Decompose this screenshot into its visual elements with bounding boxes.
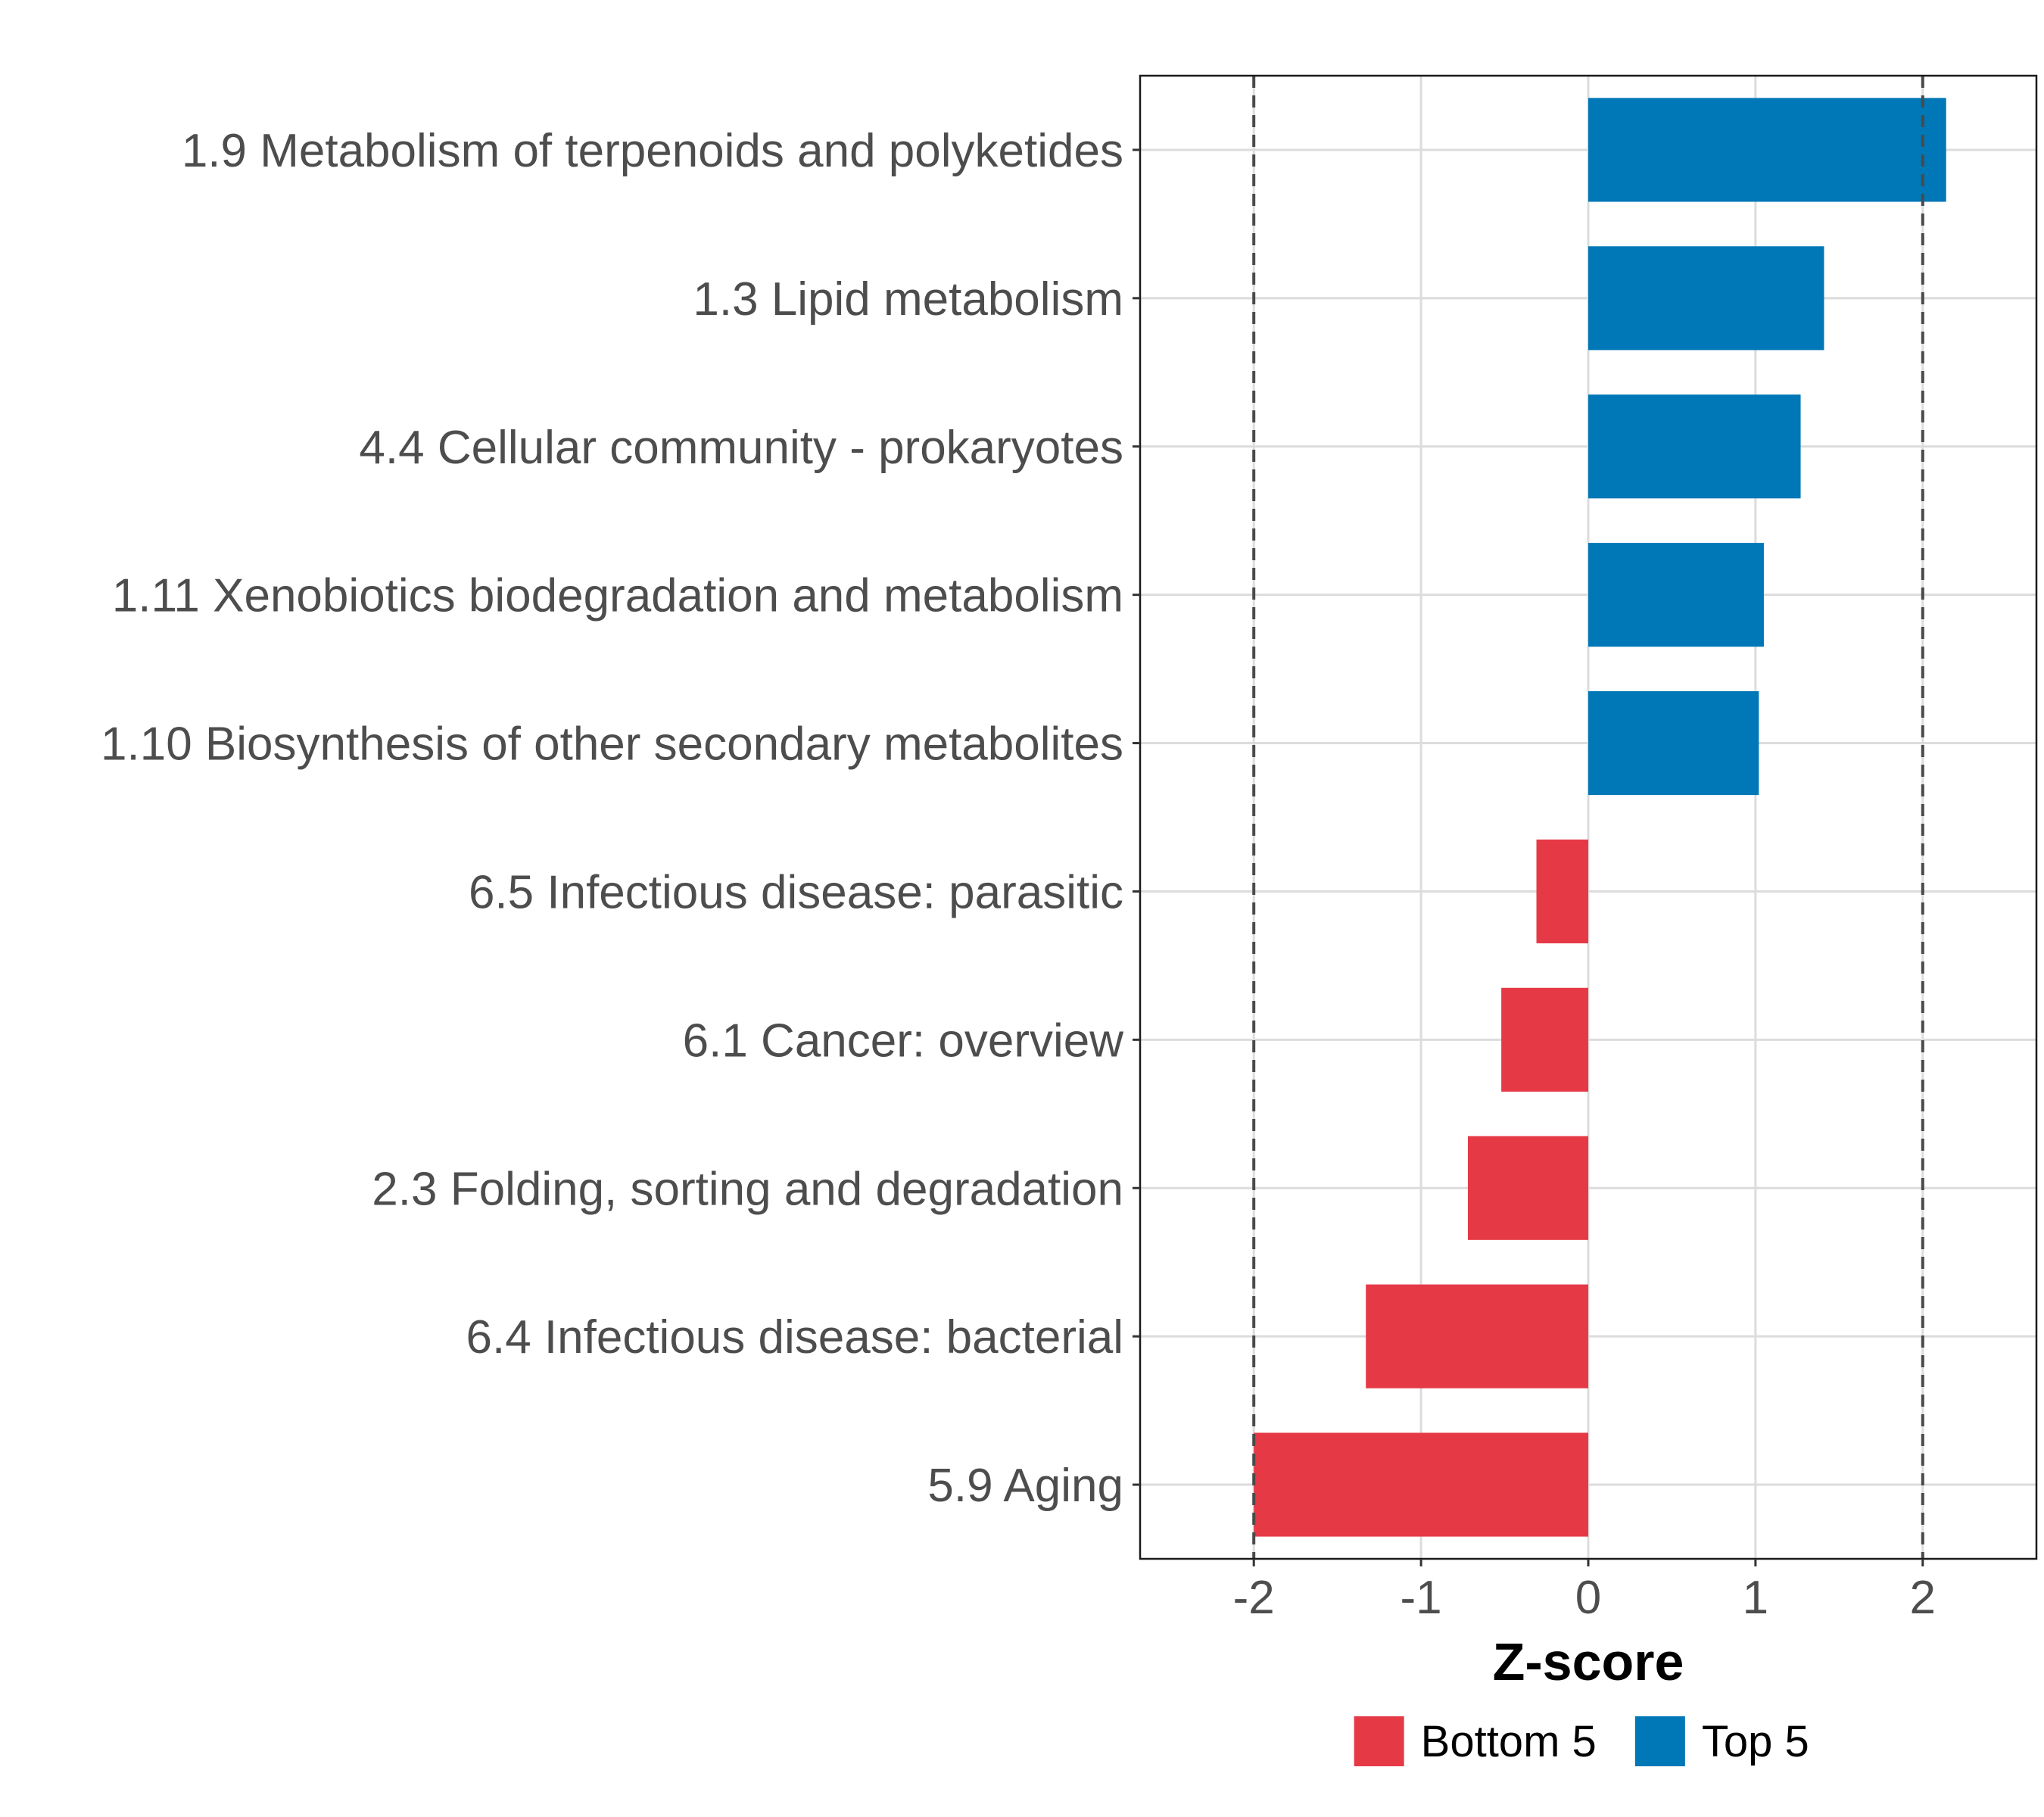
x-tick-label: 1 [1743, 1572, 1768, 1624]
x-tick-label: -1 [1401, 1572, 1442, 1624]
bar [1254, 1432, 1588, 1537]
bar [1588, 98, 1946, 202]
y-tick-label: 1.9 Metabolism of terpenoids and polyket… [182, 125, 1123, 177]
y-tick-label: 6.4 Infectious disease: bacterial [466, 1311, 1123, 1364]
y-axis: 1.9 Metabolism of terpenoids and polyket… [101, 125, 1140, 1512]
bar [1467, 1136, 1588, 1240]
y-tick-label: 1.3 Lipid metabolism [693, 273, 1123, 326]
y-tick-label: 2.3 Folding, sorting and degradation [372, 1163, 1123, 1215]
y-tick-label: 4.4 Cellular community - prokaryotes [359, 422, 1123, 474]
bar [1588, 246, 1824, 351]
legend-key [1354, 1716, 1404, 1766]
reference-lines [1252, 76, 1924, 1559]
bar [1366, 1284, 1588, 1388]
legend-key [1634, 1716, 1685, 1766]
y-tick-label: 1.11 Xenobiotics biodegradation and meta… [112, 570, 1123, 622]
bar [1588, 394, 1801, 499]
x-axis: -2 -1 0 1 2 [1233, 1559, 1936, 1624]
x-tick-label: 2 [1910, 1572, 1936, 1624]
bar [1588, 690, 1759, 796]
x-axis-title: Z-score [1493, 1632, 1684, 1691]
bar [1588, 543, 1764, 647]
bar [1501, 987, 1588, 1092]
legend: Bottom 5 Top 5 [1354, 1716, 1809, 1766]
y-tick-label: 6.1 Cancer: overview [683, 1014, 1124, 1067]
bars [1254, 98, 1946, 1537]
y-tick-label: 5.9 Aging [927, 1460, 1123, 1512]
x-tick-label: 0 [1575, 1572, 1601, 1624]
bar [1536, 839, 1588, 944]
y-tick-label: 6.5 Infectious disease: parasitic [469, 866, 1123, 918]
x-tick-label: -2 [1233, 1572, 1275, 1624]
legend-label: Bottom 5 [1421, 1717, 1597, 1766]
y-tick-label: 1.10 Biosynthesis of other secondary met… [101, 718, 1123, 771]
legend-label: Top 5 [1702, 1717, 1809, 1766]
